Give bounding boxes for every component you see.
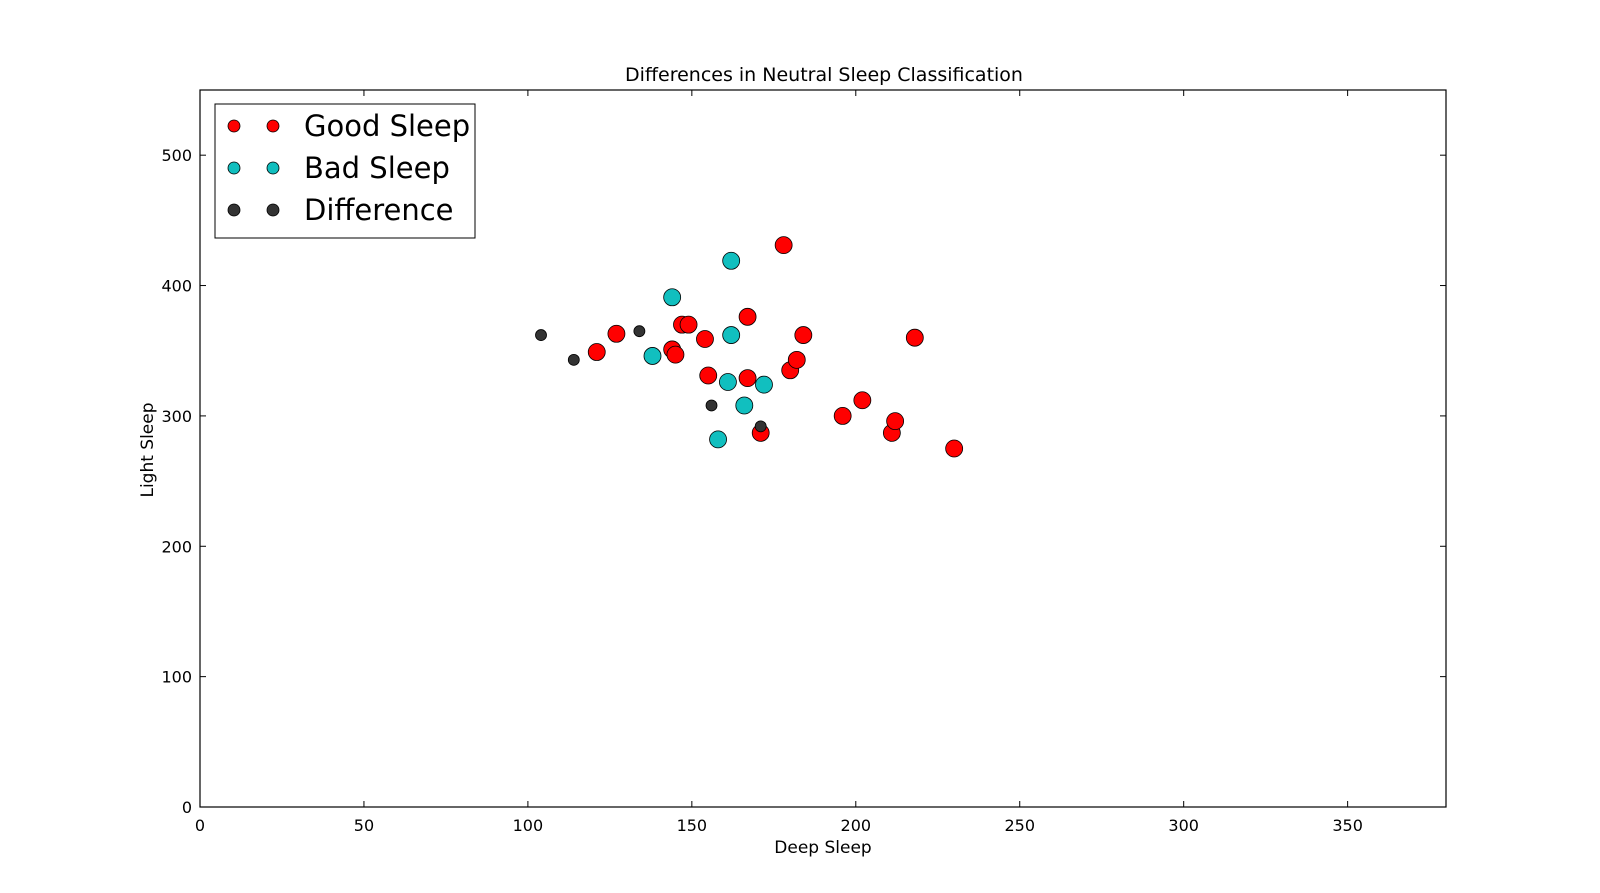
x-tick-label: 250 [1004,816,1035,835]
good-sleep-point [853,391,872,410]
good-sleep-point [787,350,806,369]
difference-point [705,399,718,412]
legend-marker-bad-sleep [227,161,241,175]
good-sleep-point [587,343,606,361]
bad-sleep-point [722,326,741,344]
good-sleep-point [607,324,626,343]
y-tick-label: 300 [161,407,192,426]
x-tick-label: 0 [195,816,205,835]
x-tick-label: 350 [1332,816,1363,835]
legend-marker-good-sleep [227,119,241,133]
good-sleep-point [738,307,757,326]
chart-title: Differences in Neutral Sleep Classificat… [625,64,1023,86]
good-sleep-point [699,366,718,385]
good-sleep-point [696,330,714,348]
bad-sleep-point [735,396,754,415]
legend-marker-bad-sleep [266,161,280,175]
x-tick-label: 150 [677,816,708,835]
legend-marker-difference [266,203,280,217]
good-sleep-point [905,328,924,347]
x-axis: 0 50 100 150 200 250 300 350 [195,90,1363,835]
y-axis: 0 100 200 300 400 500 [161,146,1446,817]
x-tick-label: 300 [1168,816,1199,835]
good-sleep-point [833,407,852,425]
good-sleep-point [945,439,964,458]
y-tick-label: 0 [182,798,192,817]
good-sleep-point [774,236,793,255]
y-tick-label: 100 [161,668,192,687]
y-axis-label: Light Sleep [138,402,158,497]
good-sleep-point [679,315,698,334]
data-points [535,236,964,458]
x-axis-label: Deep Sleep [774,838,871,858]
good-sleep-point [666,345,685,364]
legend-marker-difference [227,203,241,217]
bad-sleep-point [643,347,662,365]
legend-label-bad-sleep: Bad Sleep [304,151,450,185]
difference-point [754,420,767,433]
bad-sleep-point [719,373,737,391]
good-sleep-point [794,326,813,344]
difference-point [567,353,580,366]
difference-point [633,325,646,338]
good-sleep-point [738,369,757,388]
x-tick-label: 200 [841,816,872,835]
y-tick-label: 500 [161,146,192,165]
legend-label-good-sleep: Good Sleep [304,109,470,143]
y-tick-label: 400 [161,277,192,296]
good-sleep-point [886,412,905,431]
y-tick-label: 200 [161,537,192,556]
difference-point [535,329,547,341]
legend-marker-good-sleep [266,119,280,133]
bad-sleep-point [722,251,741,270]
legend-label-difference: Difference [304,193,454,227]
x-tick-label: 100 [513,816,544,835]
bad-sleep-point [709,430,727,449]
x-tick-label: 50 [354,816,374,835]
bad-sleep-point [755,375,773,394]
bad-sleep-point [663,288,682,307]
legend: Good Sleep Bad Sleep Difference [214,103,476,239]
